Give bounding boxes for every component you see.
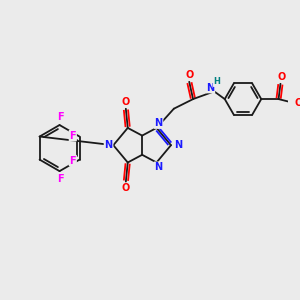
Text: O: O [185,70,193,80]
Text: O: O [122,183,130,194]
Text: N: N [174,140,182,150]
Text: N: N [206,82,214,93]
Text: O: O [277,72,286,82]
Text: F: F [70,130,76,141]
Text: N: N [104,140,112,150]
Text: O: O [122,97,130,107]
Text: F: F [57,174,64,184]
Text: F: F [57,112,64,122]
Text: F: F [70,156,76,166]
Text: H: H [214,77,220,86]
Text: N: N [154,118,163,128]
Text: N: N [154,162,163,172]
Text: O: O [295,98,300,108]
